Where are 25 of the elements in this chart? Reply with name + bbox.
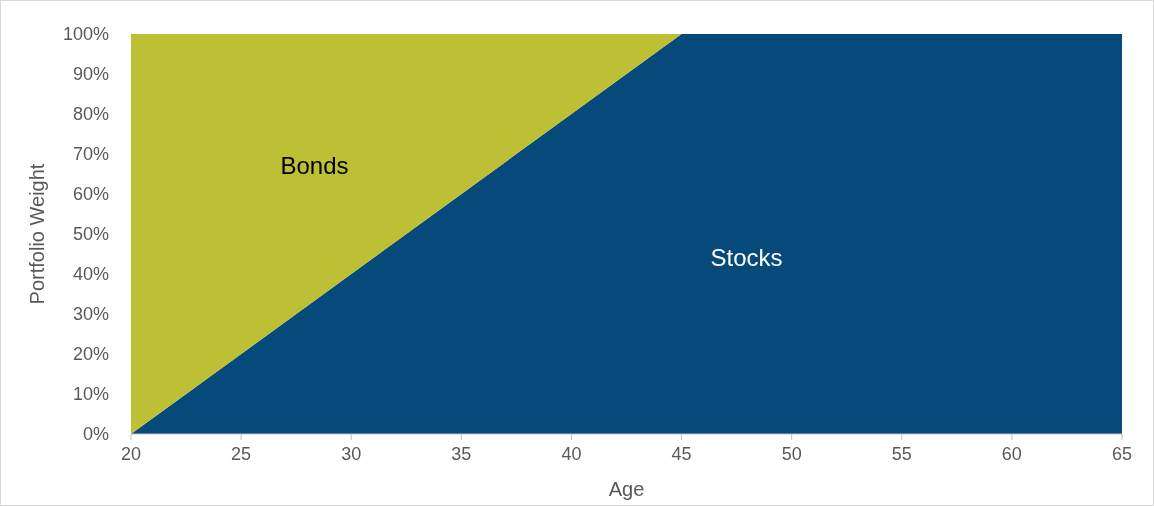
x-tick-label: 25	[231, 444, 252, 464]
y-tick-label: 50%	[72, 224, 109, 245]
x-tick-label: 60	[1001, 444, 1022, 464]
y-tick-label: 30%	[72, 304, 109, 325]
x-tick-label: 55	[891, 444, 912, 464]
x-tick-label: 45	[671, 444, 692, 464]
y-tick-label: 40%	[72, 264, 109, 285]
x-tick-label: 20	[120, 444, 142, 464]
y-tick-label: 0%	[82, 424, 109, 445]
x-tick-label: 50	[781, 444, 802, 464]
series-label: Bonds	[280, 151, 349, 179]
x-tick-label: 35	[451, 444, 472, 464]
x-tick-label: 65	[1111, 444, 1133, 464]
y-tick-label: 70%	[72, 144, 109, 165]
y-axis-title: Portfolio Weight	[26, 163, 48, 305]
x-tick-label: 40	[561, 444, 582, 464]
y-tick-label: 10%	[72, 384, 109, 405]
series-label: Stocks	[710, 243, 783, 271]
x-axis-title: Age	[608, 478, 645, 500]
y-tick-label: 60%	[72, 184, 109, 205]
y-tick-label: 100%	[62, 24, 109, 45]
y-tick-label: 90%	[72, 64, 109, 85]
y-tick-label: 80%	[72, 104, 109, 125]
x-tick-label: 30	[341, 444, 362, 464]
y-tick-label: 20%	[72, 344, 109, 365]
